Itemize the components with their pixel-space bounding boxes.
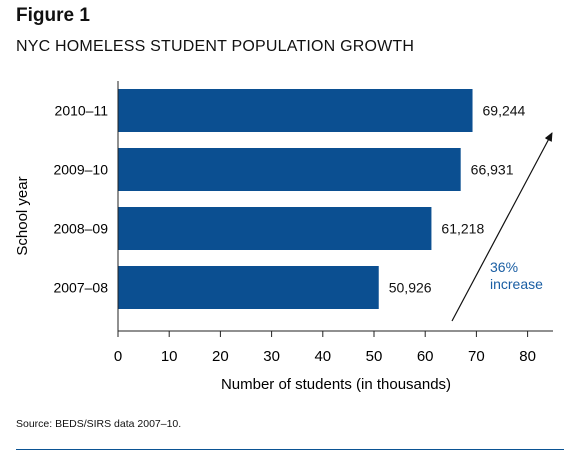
y-tick-label: 2008–09 bbox=[53, 221, 108, 237]
x-tick-label: 10 bbox=[161, 348, 178, 365]
bar-data-label: 61,218 bbox=[441, 221, 484, 237]
y-tick-label: 2010–11 bbox=[55, 103, 109, 119]
x-tick-label: 60 bbox=[417, 348, 434, 365]
source-note: Source: BEDS/SIRS data 2007–10. bbox=[16, 418, 182, 430]
bar-chart: 69,244 2010–11 66,931 2009–10 61,218 2008–09 5… bbox=[14, 81, 553, 393]
y-tick-label: 2009–10 bbox=[53, 162, 108, 178]
increase-arrow bbox=[451, 132, 553, 322]
bar bbox=[118, 148, 461, 191]
plot-area: 69,244 2010–11 66,931 2009–10 61,218 2008–09 5… bbox=[53, 89, 526, 309]
bar-data-label: 69,244 bbox=[483, 103, 526, 119]
y-axis-label: School year bbox=[14, 176, 31, 255]
x-tick-label: 20 bbox=[212, 348, 229, 365]
bottom-rule bbox=[16, 449, 564, 450]
x-axis-label: Number of students (in thousands) bbox=[221, 376, 451, 393]
y-tick-label: 2007–08 bbox=[53, 280, 108, 296]
x-tick-label: 0 bbox=[114, 348, 122, 365]
x-tick-label: 30 bbox=[263, 348, 280, 365]
x-tick-label: 40 bbox=[314, 348, 331, 365]
bar-data-label: 66,931 bbox=[471, 162, 514, 178]
x-tick-label: 70 bbox=[468, 348, 485, 365]
increase-percent: 36% bbox=[490, 259, 518, 275]
x-axis-ticks: 0 10 20 30 40 50 60 70 80 bbox=[114, 331, 536, 365]
bar bbox=[118, 89, 473, 132]
bar-data-label: 50,926 bbox=[389, 280, 432, 296]
bar bbox=[118, 207, 432, 250]
chart-title: NYC HOMELESS STUDENT POPULATION GROWTH bbox=[16, 38, 415, 55]
increase-label: increase bbox=[490, 276, 543, 292]
x-tick-label: 80 bbox=[519, 348, 536, 365]
figure-label: Figure 1 bbox=[16, 5, 90, 26]
bar bbox=[118, 266, 379, 309]
x-tick-label: 50 bbox=[366, 348, 383, 365]
